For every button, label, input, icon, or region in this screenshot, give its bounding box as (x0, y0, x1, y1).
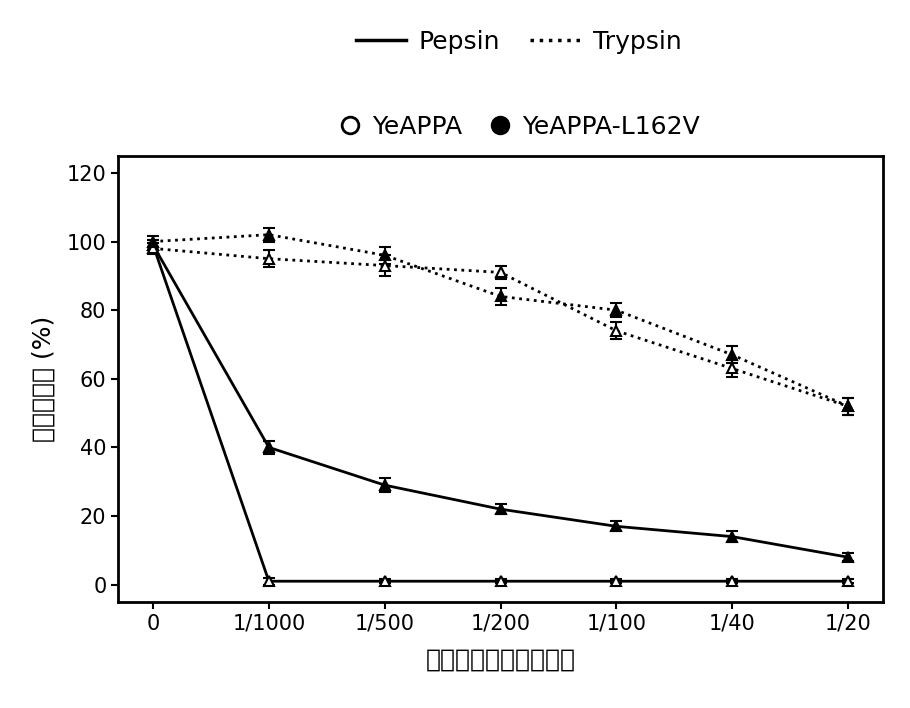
Legend: YeAPPA, YeAPPA-L162V: YeAPPA, YeAPPA-L162V (328, 105, 710, 149)
Legend: Pepsin, Trypsin: Pepsin, Trypsin (346, 20, 692, 64)
X-axis label: 蛋白醂與植酸醂的比値: 蛋白醂與植酸醂的比値 (426, 648, 575, 671)
Y-axis label: 相對醂活性 (%): 相對醂活性 (%) (32, 316, 56, 442)
